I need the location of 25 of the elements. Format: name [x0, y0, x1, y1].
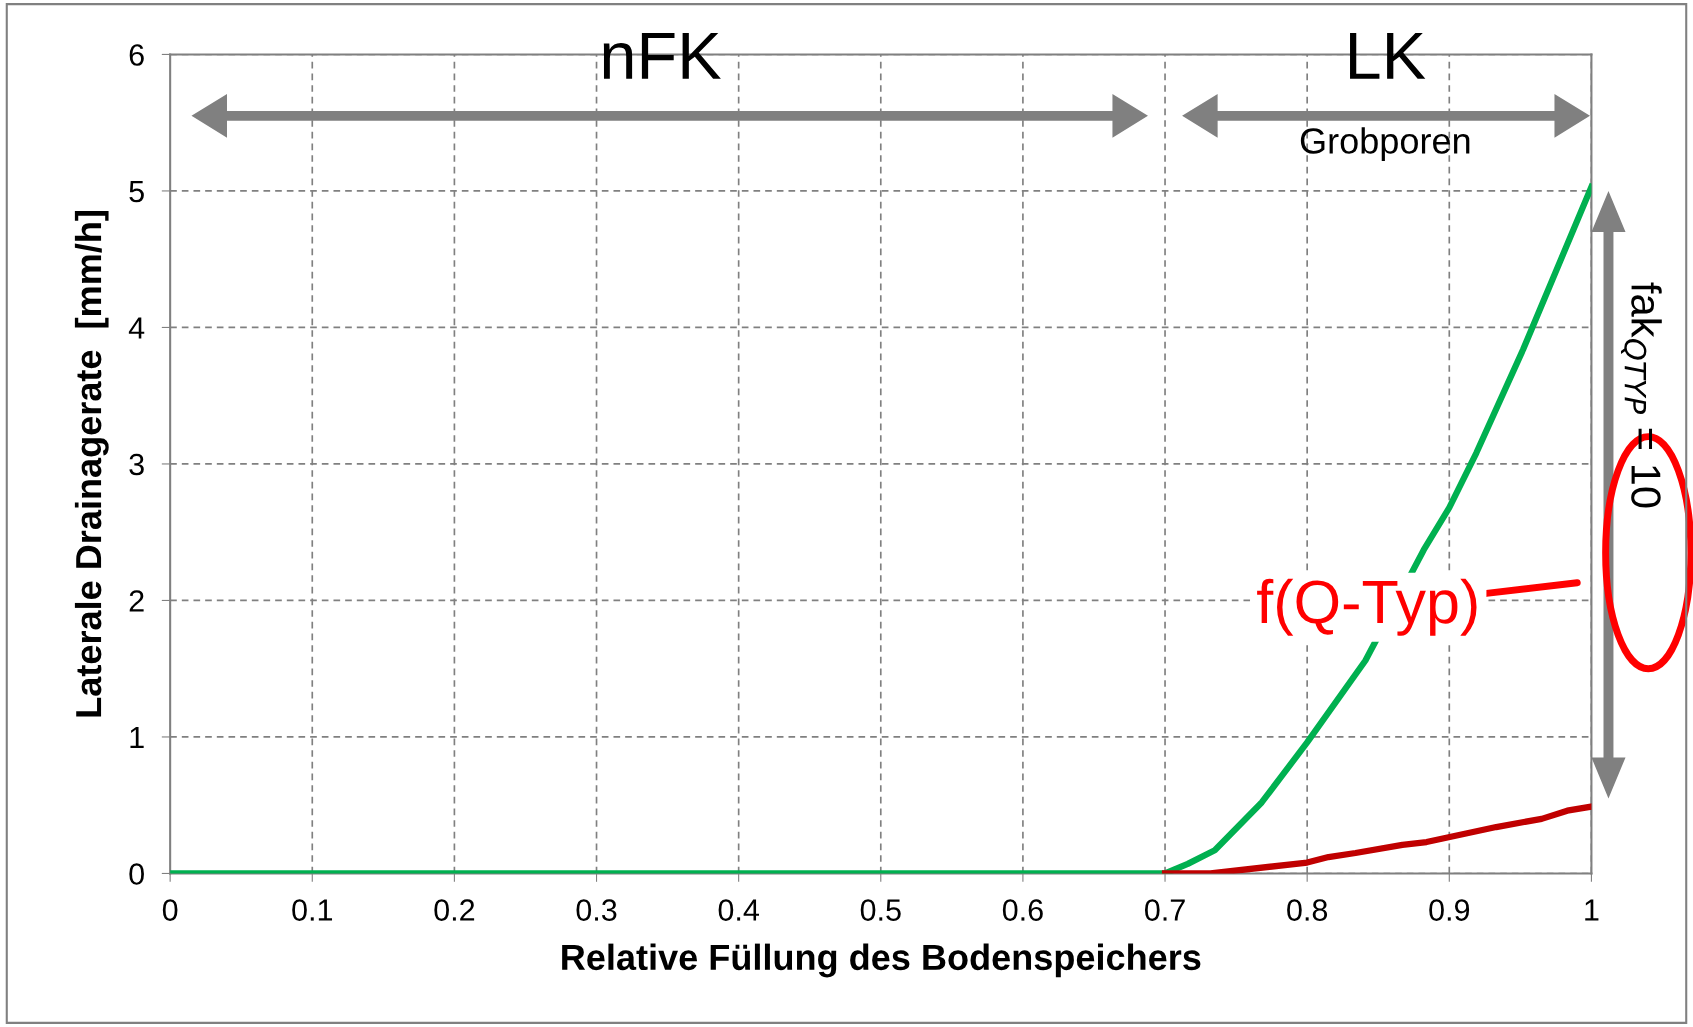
annotation: Grobporen [1300, 127, 1470, 161]
x-tick-label: 0.3 [576, 899, 617, 921]
x-tick-label: 0.8 [1287, 899, 1328, 921]
y-axis-title: Laterale Drainagerate [mm/h] [74, 211, 109, 717]
y-tick-label: 0 [129, 863, 144, 885]
y-tick-label: 1 [130, 727, 144, 749]
annotation: f(Q-Typ) [1257, 578, 1477, 636]
annotation: nFK [603, 32, 721, 79]
text: fak$_{QTYP}$ = 10 [1621, 282, 1662, 508]
x-tick-label: 0.7 [1145, 899, 1185, 921]
x-tick-label: 0.2 [434, 899, 475, 921]
x-tick-label: 0 [162, 899, 178, 921]
x-tick-label: 0.9 [1429, 899, 1470, 921]
y-tick-label: 2 [129, 590, 144, 612]
x-tick-label: 0.5 [860, 899, 901, 921]
x-axis-title: Relative Füllung des Bodenspeichers [562, 943, 1201, 978]
y-tick-label: 5 [129, 180, 144, 203]
x-tick-label: 0.6 [1002, 899, 1043, 921]
x-tick-label: 1 [1585, 899, 1599, 921]
x-tick-label: 0.4 [718, 899, 759, 921]
x-tick-label: 0.1 [292, 899, 333, 921]
y-tick-label: 6 [129, 44, 144, 66]
annotation: LK [1350, 32, 1426, 79]
y-tick-label: 3 [129, 453, 144, 476]
y-tick-label: 4 [128, 317, 145, 339]
